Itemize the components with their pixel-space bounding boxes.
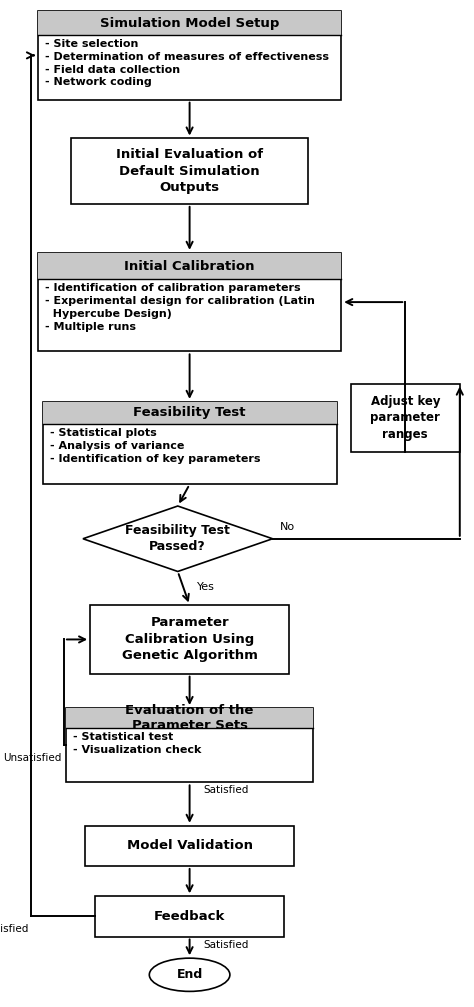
- Bar: [43, 402, 337, 484]
- Bar: [66, 708, 313, 728]
- Text: - Statistical test
- Visualization check: - Statistical test - Visualization check: [73, 732, 202, 755]
- Text: Simulation Model Setup: Simulation Model Setup: [100, 16, 279, 29]
- Bar: [38, 11, 341, 100]
- Text: Adjust key
parameter
ranges: Adjust key parameter ranges: [370, 395, 440, 441]
- Text: Unsatisfied: Unsatisfied: [0, 924, 28, 934]
- Text: - Statistical plots
- Analysis of variance
- Identification of key parameters: - Statistical plots - Analysis of varian…: [50, 428, 260, 463]
- Text: End: End: [176, 969, 203, 981]
- Bar: [95, 896, 284, 937]
- Text: - Site selection
- Determination of measures of effectiveness
- Field data colle: - Site selection - Determination of meas…: [45, 39, 329, 88]
- Bar: [71, 138, 308, 203]
- Polygon shape: [83, 507, 273, 572]
- Bar: [43, 402, 337, 424]
- Text: - Identification of calibration parameters
- Experimental design for calibration: - Identification of calibration paramete…: [45, 283, 315, 332]
- Text: Yes: Yes: [197, 582, 215, 591]
- Text: Unsatisfied: Unsatisfied: [3, 753, 62, 763]
- Bar: [38, 253, 341, 351]
- Text: Satisfied: Satisfied: [204, 940, 249, 950]
- Ellipse shape: [149, 959, 230, 991]
- Bar: [90, 605, 289, 674]
- Bar: [351, 384, 460, 452]
- Text: Initial Calibration: Initial Calibration: [124, 260, 255, 273]
- Text: Feedback: Feedback: [154, 910, 225, 922]
- Text: Feasibility Test: Feasibility Test: [133, 407, 246, 420]
- Text: Model Validation: Model Validation: [127, 840, 253, 852]
- Text: Feasibility Test
Passed?: Feasibility Test Passed?: [125, 525, 230, 553]
- Bar: [38, 11, 341, 35]
- Text: Parameter
Calibration Using
Genetic Algorithm: Parameter Calibration Using Genetic Algo…: [122, 616, 257, 663]
- Text: Initial Evaluation of
Default Simulation
Outputs: Initial Evaluation of Default Simulation…: [116, 148, 263, 194]
- Text: No: No: [280, 522, 295, 532]
- Bar: [85, 826, 294, 866]
- Bar: [38, 253, 341, 279]
- Bar: [66, 708, 313, 782]
- Text: Evaluation of the
Parameter Sets: Evaluation of the Parameter Sets: [126, 704, 254, 732]
- Text: Satisfied: Satisfied: [204, 785, 249, 796]
